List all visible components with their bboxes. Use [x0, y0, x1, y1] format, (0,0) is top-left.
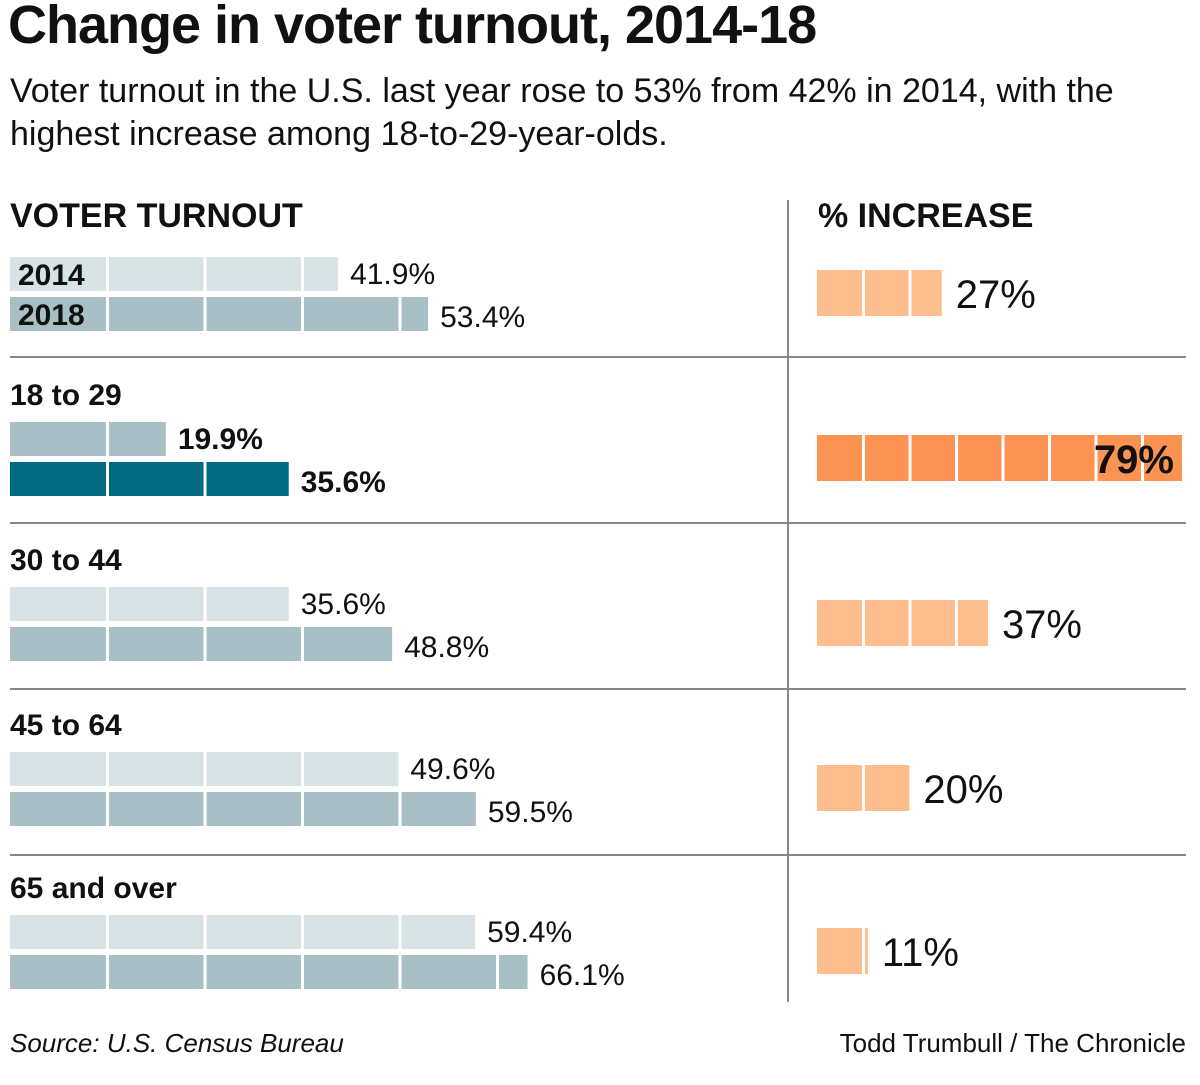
category-label: 18 to 29	[10, 379, 122, 412]
value-label-2014: 19.9%	[178, 423, 263, 456]
increase-label: 27%	[956, 273, 1036, 317]
legend-2014: 2014	[18, 259, 85, 292]
category-label: 45 to 64	[10, 709, 122, 742]
bar-2014	[10, 587, 289, 621]
percent-increase-header: % INCREASE	[818, 197, 1034, 235]
increase-bar	[817, 270, 942, 316]
category-label: 65 and over	[10, 872, 177, 905]
bar-2018	[10, 297, 429, 331]
bar-2014	[10, 915, 476, 949]
value-label-2014: 49.6%	[410, 753, 495, 786]
bar-2018	[10, 462, 289, 496]
increase-bar	[817, 600, 988, 646]
value-label-2018: 53.4%	[440, 301, 525, 334]
bar-2014	[10, 422, 166, 456]
bar-2018	[10, 792, 476, 826]
voter-turnout-header: VOTER TURNOUT	[10, 197, 303, 235]
increase-bar	[817, 435, 1182, 481]
chart-subtitle: Voter turnout in the U.S. last year rose…	[10, 72, 1114, 153]
increase-label: 79%	[1094, 438, 1174, 482]
credit-line: Todd Trumbull / The Chronicle	[839, 1028, 1186, 1058]
value-label-2018: 48.8%	[404, 631, 489, 664]
value-label-2018: 35.6%	[301, 466, 386, 499]
value-label-2018: 66.1%	[540, 959, 625, 992]
value-label-2018: 59.5%	[488, 796, 573, 829]
source-note: Source: U.S. Census Bureau	[10, 1028, 344, 1058]
value-label-2014: 41.9%	[350, 258, 435, 291]
value-label-2014: 59.4%	[487, 916, 572, 949]
increase-bar	[817, 928, 868, 974]
bar-2018	[10, 627, 393, 661]
increase-label: 20%	[923, 768, 1003, 812]
bar-2014	[10, 257, 339, 291]
legend-2018: 2018	[18, 299, 85, 332]
increase-label: 11%	[882, 931, 959, 975]
increase-label: 37%	[1002, 603, 1082, 647]
category-label: 30 to 44	[10, 544, 122, 577]
chart-title: Change in voter turnout, 2014-18	[8, 0, 817, 55]
value-label-2014: 35.6%	[301, 588, 386, 621]
bar-2018	[10, 955, 528, 989]
